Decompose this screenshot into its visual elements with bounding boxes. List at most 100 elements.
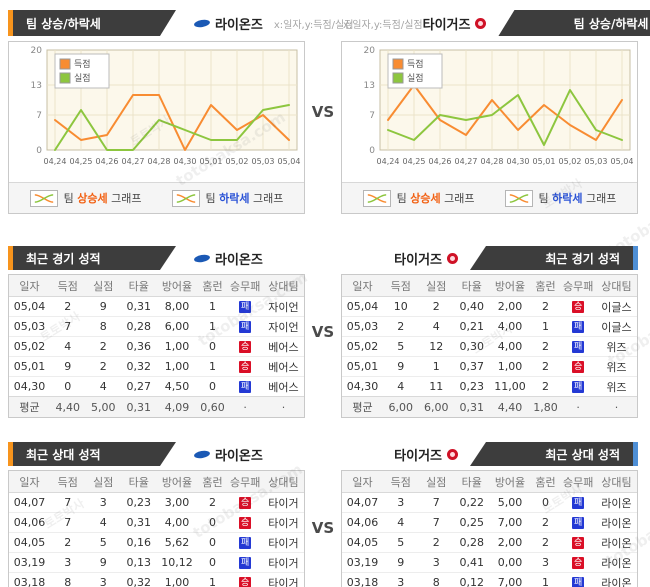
cell-concede: 5	[85, 532, 121, 553]
team-label-lions: 라이온즈	[193, 249, 263, 268]
cell-avg: 0,31	[121, 296, 157, 317]
score-line	[54, 94, 290, 151]
recent-table-card-right: 일자 득점 실점 타율 방어율 홈런 승무패 상대팀 05,04 10 2 0,40 2,00 2 승 이글스…	[341, 274, 638, 418]
score-line	[387, 84, 623, 141]
fall-graph-icon	[171, 189, 200, 207]
cell-opponent: 위즈	[595, 356, 637, 377]
column-header: 홈런	[197, 275, 228, 297]
chart-area: 04,24 04,25 04,26 04,27 04,28 04,30 05,01 05,02…	[9, 42, 304, 182]
cell-opponent: 타이거	[262, 532, 304, 553]
column-header: 홈런	[530, 471, 561, 493]
team-name: 라이온즈	[215, 17, 263, 33]
h2h-header-left: 최근 상대 성적 라이온즈	[8, 442, 305, 466]
cell-opponent: 위즈	[595, 336, 637, 357]
cell-date: 03,18	[13, 576, 46, 587]
cell-result: 승	[560, 552, 596, 573]
cell-avg-label: 평균	[342, 396, 384, 417]
cell-score: 0	[64, 380, 72, 393]
x-tick-label: 04,30	[174, 157, 197, 166]
cell-hr: 1	[541, 576, 549, 587]
section-banner: 최근 상대 성적	[470, 442, 633, 466]
y-tick-label: 20	[364, 46, 376, 56]
x-tick-label: 04,24	[44, 157, 67, 166]
section-banner: 팀 상승/하락세	[498, 10, 650, 36]
section-title: 최근 경기 성적	[26, 251, 101, 266]
cell-avg: 0,21	[454, 316, 490, 337]
fall-graph-icon	[504, 189, 533, 207]
table-row: 04,05 2 5 0,16 5,62 0 패 타이거	[9, 532, 304, 553]
cell-result: 패	[560, 573, 595, 587]
cell-hr: 2	[530, 296, 561, 317]
cell-avg-avg: 0,31	[121, 396, 157, 417]
cell-hr: 1	[197, 296, 228, 317]
cell-score: 9	[50, 356, 86, 377]
x-tick-label: 05,01	[200, 157, 223, 166]
vs-label: VS	[311, 323, 335, 341]
tigers-logo-icon	[475, 17, 487, 29]
table-row: 05,03 2 4 0,21 4,00 1 패 이글스	[342, 316, 637, 337]
team-name: 타이거즈	[394, 252, 442, 268]
cell-result: 패	[227, 532, 263, 553]
section-title: 최근 경기 성적	[545, 251, 620, 266]
cell-opponent: 라이온	[595, 512, 637, 533]
rise-graph-text: 팀 상승세 그래프	[63, 192, 142, 205]
section-banner: 최근 상대 성적	[13, 442, 176, 466]
cell-avg: 0,13	[121, 552, 157, 573]
cell-score: 4	[397, 380, 405, 393]
lose-badge: 패	[572, 577, 585, 587]
cell-date: 04,05	[342, 532, 384, 553]
trend-chart-card-right: 04,24 04,25 04,26 04,27 04,28 04,30 05,01 05,02…	[341, 41, 638, 214]
h2h-table-card-right: 일자 득점 실점 타율 방어율 홈런 승무패 상대팀 04,07 3 7 0,22 5,00 0 패 라이온 0…	[341, 470, 638, 587]
lions-logo-icon	[193, 253, 211, 263]
x-tick-label: 05,04	[278, 157, 301, 166]
table-row: 03,19 3 9 0,13 10,12 0 패 타이거	[9, 552, 304, 573]
cell-hr: 2	[530, 512, 561, 533]
cell-score: 9	[383, 356, 419, 377]
win-badge: 승	[572, 537, 585, 549]
cell-avg-opponent: ·	[262, 396, 304, 417]
rise-graph-link[interactable]: 팀 상승세 그래프	[362, 189, 475, 207]
trend-header-left: 팀 상승/하락세 라이온즈 x:일자,y:득점/실점	[8, 10, 353, 36]
cell-avg-label: 평균	[9, 396, 51, 417]
accent-bar	[633, 246, 638, 270]
cell-opponent: 자이언	[262, 296, 304, 317]
cell-date: 04,07	[9, 492, 51, 513]
fall-graph-link[interactable]: 팀 하락세 그래프	[171, 189, 283, 207]
cell-result: 승	[227, 356, 263, 377]
legend-label-score: 득점	[74, 58, 91, 70]
column-header: 득점	[383, 471, 419, 493]
cell-result: 패	[560, 512, 596, 533]
cell-opponent: 베어스	[262, 336, 304, 357]
cell-avg: 0,37	[454, 356, 490, 377]
table-row: 05,01 9 2 0,32 1,00 1 승 베어스	[9, 356, 304, 377]
h2h-section: 최근 상대 성적 라이온즈 일자 득점 실점 타율 방어율 홈런 승무패 상대팀 04,07 7 3…	[0, 442, 650, 587]
cell-avg-avg: 0,31	[454, 396, 490, 417]
x-tick-label: 04,30	[507, 157, 530, 166]
x-tick-label: 04,25	[403, 157, 426, 166]
cell-opponent: 타이거	[262, 492, 304, 513]
x-tick-label: 04,26	[429, 157, 452, 166]
cell-opponent: 타이거	[268, 576, 299, 587]
cell-avg: 0,40	[454, 296, 490, 317]
column-header: 홈런	[197, 471, 228, 493]
recent-section: 최근 경기 성적 라이온즈 일자 득점 실점 타율 방어율 홈런 승무패 상대팀 05,04 2 9…	[0, 246, 650, 418]
cell-concede: 9	[85, 552, 121, 573]
column-header: 실점	[418, 275, 454, 297]
table-header-row: 일자 득점 실점 타율 방어율 홈런 승무패 상대팀	[9, 275, 304, 297]
cell-date: 05,01	[9, 356, 51, 377]
column-header: 상대팀	[262, 471, 304, 493]
cell-score: 5	[383, 532, 419, 553]
legend-label-score: 득점	[407, 58, 424, 70]
section-banner: 최근 경기 성적	[13, 246, 176, 270]
table-row: 05,04 10 2 0,40 2,00 2 승 이글스	[342, 296, 637, 317]
team-label-tigers: 타이거즈	[423, 14, 487, 33]
section-title: 최근 상대 성적	[545, 447, 620, 462]
cell-era: 4,00	[156, 512, 198, 533]
cell-date: 05,01	[342, 356, 384, 377]
fall-graph-link[interactable]: 팀 하락세 그래프	[504, 189, 616, 207]
rise-graph-icon	[29, 189, 58, 207]
cell-date: 03,19	[9, 552, 51, 573]
recent-table-tigers: 일자 득점 실점 타율 방어율 홈런 승무패 상대팀 05,04 10 2 0,40 2,00 2 승 이글스…	[342, 275, 637, 417]
cell-hr: 0	[197, 552, 228, 573]
rise-graph-link[interactable]: 팀 상승세 그래프	[29, 189, 142, 207]
